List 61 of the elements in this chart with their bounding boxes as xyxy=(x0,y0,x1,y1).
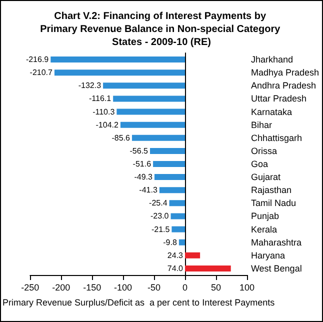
data-label: -116.1 xyxy=(88,94,112,104)
y-tick-label: Madhya Pradesh xyxy=(250,68,320,78)
y-tick-label: Rajasthan xyxy=(250,185,292,196)
x-tick-label: -100 xyxy=(114,282,132,292)
data-label: -216.9 xyxy=(26,55,50,64)
bar xyxy=(113,96,186,102)
x-tick-label: -150 xyxy=(83,282,102,292)
data-label: 74.0 xyxy=(167,264,184,273)
data-label: -210.7 xyxy=(30,68,54,78)
y-tick-label: Kerala xyxy=(250,224,277,234)
x-tick-label: 50 xyxy=(210,282,221,292)
y-tick-label: Haryana xyxy=(250,250,285,260)
bar xyxy=(178,239,186,246)
bar xyxy=(132,134,186,141)
bar xyxy=(150,148,186,154)
bar xyxy=(185,252,200,258)
data-label: -51.6 xyxy=(132,160,152,168)
data-label: -132.3 xyxy=(78,81,102,90)
y-tick-label: Karnataka xyxy=(250,106,292,117)
y-tick-label: Chhattisgarh xyxy=(250,132,302,143)
data-label: 24.3 xyxy=(167,250,184,260)
y-tick-label: Gujarat xyxy=(250,172,281,182)
data-label: -104.2 xyxy=(96,120,119,130)
bar xyxy=(50,56,186,63)
bar xyxy=(172,226,186,232)
data-label: -49.3 xyxy=(134,172,154,182)
y-tick-label: Jharkhand xyxy=(250,54,293,65)
bar xyxy=(120,122,186,128)
data-label: -110.3 xyxy=(92,107,116,116)
data-label: -25.4 xyxy=(149,198,168,208)
x-axis-title: Primary Revenue Surplus/Deficit as a per cent to Interest Payments xyxy=(2,297,276,308)
data-label: -23.0 xyxy=(150,212,170,221)
y-tick-label: Goa xyxy=(250,159,268,169)
data-label: -21.5 xyxy=(151,224,170,234)
x-tick-label: -250 xyxy=(21,282,40,292)
y-tick-label: Uttar Pradesh xyxy=(250,94,306,104)
bar xyxy=(154,174,186,180)
y-tick-label: Andhra Pradesh xyxy=(250,80,316,91)
y-tick-label: Maharashtra xyxy=(250,237,302,248)
y-tick-label: Orissa xyxy=(250,146,277,156)
x-tick-label: 0 xyxy=(182,282,188,292)
chart-title: Chart V.2: Financing of Interest Payments by Primary Revenue Balance in Non-special Category States - 2009-10 (RE) xyxy=(40,11,283,48)
bar xyxy=(169,200,186,206)
bar xyxy=(103,82,186,89)
x-tick-label: 100 xyxy=(239,282,254,292)
bar xyxy=(159,187,186,194)
y-tick-label: West Bengal xyxy=(250,263,302,274)
data-label: -41.3 xyxy=(139,186,158,195)
bar xyxy=(54,70,186,76)
bar xyxy=(185,265,231,272)
bar xyxy=(170,213,186,220)
x-tick-label: -50 xyxy=(148,282,161,292)
y-tick-label: Punjab xyxy=(250,211,279,222)
data-label: -9.8 xyxy=(163,238,178,247)
x-tick-label: -200 xyxy=(52,282,70,292)
y-tick-label: Tamil Nadu xyxy=(250,198,296,208)
bar xyxy=(153,161,186,167)
data-label: -56.5 xyxy=(130,146,149,156)
bar xyxy=(116,108,186,115)
y-tick-label: Bihar xyxy=(250,120,272,130)
data-label: -85.6 xyxy=(112,133,131,142)
